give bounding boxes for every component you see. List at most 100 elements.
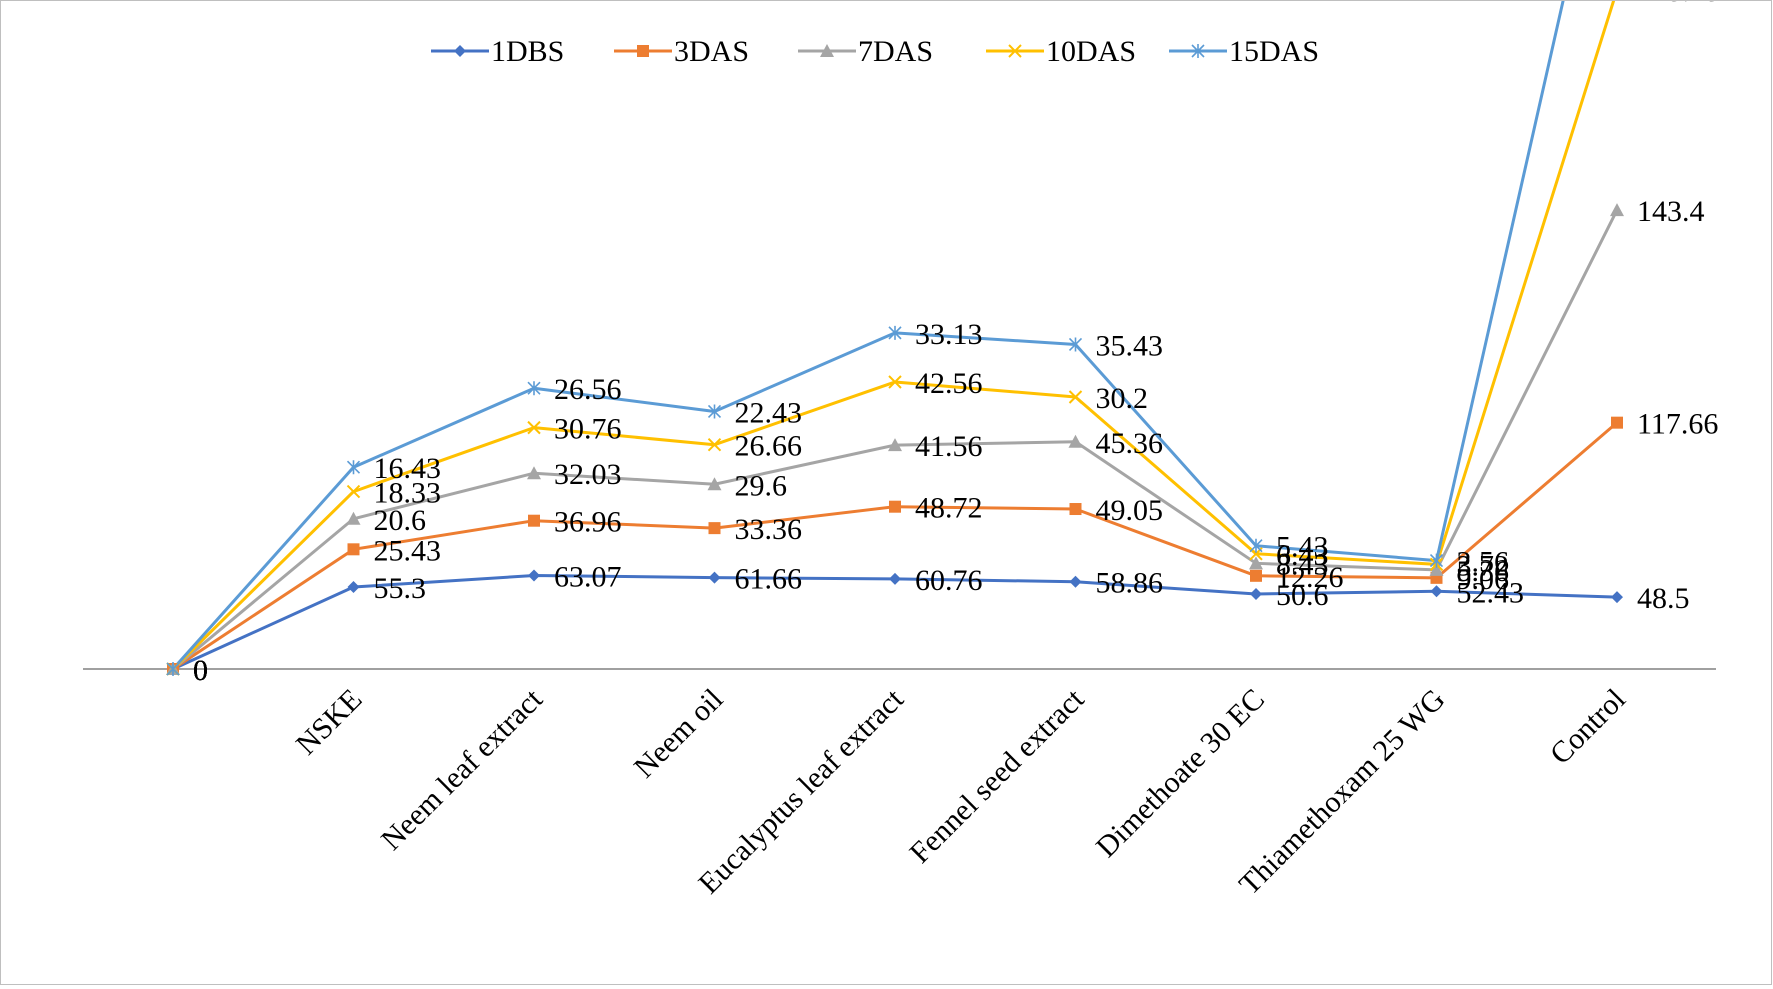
data-label-15DAS-7: 2.56	[1457, 546, 1510, 579]
data-point-3DAS-4	[889, 500, 901, 513]
legend-label-10DAS: 10DAS	[1046, 35, 1136, 68]
data-label-10DAS-1: 18.33	[374, 477, 442, 510]
data-point-3DAS-1	[347, 543, 360, 556]
category-label-1: NSKE	[290, 683, 369, 762]
data-label-10DAS-3: 26.66	[735, 430, 803, 463]
data-point-1DBS-4	[889, 572, 901, 585]
legend-item-15DAS: 15DAS	[1169, 35, 1319, 68]
data-label-15DAS-5: 35.43	[1096, 329, 1164, 362]
data-label-10DAS-4: 42.56	[915, 367, 983, 400]
data-point-15DAS-6	[1249, 538, 1263, 553]
category-label-2: Neem leaf extract	[375, 682, 550, 857]
legend-label-7DAS: 7DAS	[858, 35, 933, 68]
category-label-6: Dimethoate 30 EC	[1090, 683, 1271, 864]
data-point-3DAS-8	[1611, 416, 1623, 429]
data-label-7DAS-6: 8.43	[1276, 548, 1329, 581]
data-label-1DBS-2: 63.07	[554, 560, 622, 593]
data-point-10DAS-4	[888, 375, 902, 389]
legend-marker-7DAS	[820, 44, 834, 57]
legend-item-3DAS: 3DAS	[614, 35, 749, 68]
data-labels: 055.3 63.07 61.66 60.76 58.86 50.6 52.43 48.502…	[193, 0, 1720, 687]
legend-label-15DAS: 15DAS	[1229, 35, 1319, 68]
legend-item-7DAS: 7DAS	[798, 35, 933, 68]
category-label-4: Eucalyptus leaf extract	[692, 682, 910, 900]
data-label-3DAS-3: 33.36	[735, 513, 803, 546]
data-point-10DAS-5	[1068, 390, 1083, 404]
data-point-3DAS-5	[1069, 503, 1082, 516]
data-point-7DAS-6	[1249, 556, 1263, 570]
category-label-3: Neem oil	[628, 683, 730, 785]
category-label-7: Thiamethoxam 25 WG	[1233, 683, 1452, 902]
legend-label-3DAS: 3DAS	[674, 35, 749, 68]
data-label-3DAS-0: 0	[193, 654, 208, 687]
data-point-15DAS-5	[1068, 337, 1083, 352]
data-point-1DBS-2	[528, 569, 540, 582]
legend: 1DBS 3DAS 7DAS 10DAS 15DAS	[431, 35, 1319, 68]
data-point-1DBS-7	[1430, 585, 1443, 598]
data-label-15DAS-2: 26.56	[554, 373, 622, 406]
data-point-1DBS-1	[347, 581, 360, 594]
data-point-7DAS-5	[1068, 434, 1083, 448]
data-point-3DAS-2	[528, 514, 540, 527]
data-label-1DBS-8: 48.5	[1637, 582, 1690, 615]
category-label-5: Fennel seed extract	[903, 682, 1091, 870]
data-label-15DAS-1: 16.43	[374, 452, 442, 485]
data-label-7DAS-4: 41.56	[915, 430, 983, 463]
data-label-15DAS-6: 5.43	[1276, 531, 1329, 564]
data-label-1DBS-0: 0	[193, 654, 208, 687]
data-point-1DBS-6	[1250, 587, 1262, 600]
data-point-1DBS-5	[1069, 575, 1082, 588]
data-point-10DAS-3	[707, 438, 722, 452]
data-point-10DAS-1	[346, 484, 361, 499]
data-label-15DAS-0: 0	[193, 654, 208, 687]
data-label-1DBS-4: 60.76	[915, 564, 983, 597]
legend-label-1DBS: 1DBS	[491, 35, 564, 68]
data-point-7DAS-1	[346, 511, 361, 525]
series-markers	[166, 203, 1624, 676]
category-labels: NSKE Neem leaf extract Neem oilEucalyptus …	[290, 682, 1632, 901]
data-point-15DAS-2	[527, 381, 541, 396]
data-point-10DAS-2	[527, 420, 541, 435]
legend-item-1DBS: 1DBS	[431, 35, 564, 68]
data-label-15DAS-3: 22.43	[735, 396, 803, 429]
data-point-7DAS-3	[707, 477, 722, 491]
data-label-10DAS-2: 30.76	[554, 413, 622, 446]
data-label-3DAS-7: 9.06	[1457, 563, 1510, 596]
data-label-7DAS-7: 5.36	[1457, 555, 1510, 588]
category-label-8: Control	[1544, 683, 1632, 771]
data-point-7DAS-4	[888, 438, 902, 452]
legend-item-10DAS: 10DAS	[986, 35, 1136, 68]
data-label-15DAS-4: 33.13	[915, 318, 983, 351]
data-label-10DAS-0: 0	[193, 654, 208, 687]
data-label-7DAS-2: 32.03	[554, 458, 622, 491]
data-label-7DAS-1: 20.6	[374, 504, 427, 537]
data-label-3DAS-8: 117.66	[1637, 408, 1718, 441]
legend-marker-15DAS	[1191, 44, 1205, 58]
data-point-15DAS-4	[888, 325, 902, 340]
data-label-3DAS-6: 12.26	[1276, 561, 1344, 594]
data-label-1DBS-6: 50.6	[1276, 579, 1329, 612]
data-label-1DBS-7: 52.43	[1457, 576, 1525, 609]
data-point-1DBS-3	[708, 571, 721, 584]
data-point-3DAS-6	[1250, 569, 1262, 582]
data-label-3DAS-1: 25.43	[374, 534, 442, 567]
data-label-10DAS-7: 3.72	[1457, 549, 1510, 582]
data-label-7DAS-3: 29.6	[735, 469, 788, 502]
data-label-1DBS-1: 55.3	[374, 572, 427, 605]
legend-marker-10DAS	[1008, 44, 1022, 58]
data-point-15DAS-1	[346, 460, 361, 475]
data-point-7DAS-8	[1610, 203, 1624, 217]
legend-marker-1DBS	[454, 45, 466, 57]
data-label-3DAS-2: 36.96	[554, 506, 622, 539]
data-label-7DAS-8: 143.4	[1637, 195, 1705, 228]
data-label-1DBS-5: 58.86	[1096, 567, 1164, 600]
data-point-7DAS-7	[1429, 562, 1444, 576]
data-label-10DAS-5: 30.2	[1096, 382, 1149, 415]
data-point-15DAS-7	[1429, 553, 1444, 568]
data-point-15DAS-0	[166, 662, 180, 676]
data-point-1DBS-8	[1611, 591, 1623, 604]
data-point-7DAS-2	[527, 466, 541, 480]
data-label-3DAS-5: 49.05	[1096, 494, 1164, 527]
